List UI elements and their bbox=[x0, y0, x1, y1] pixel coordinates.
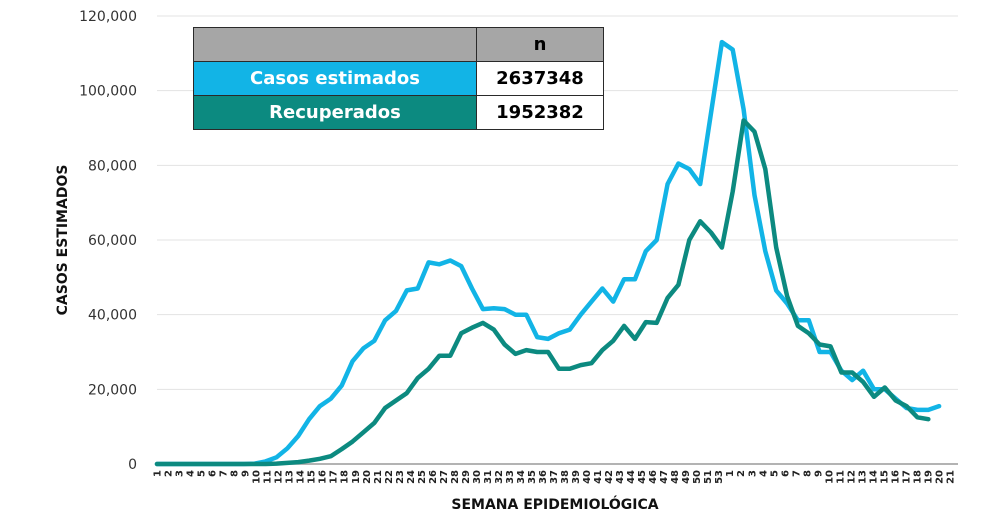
y-tick-label: 60,000 bbox=[88, 233, 137, 249]
x-tick-label: 5 bbox=[769, 470, 780, 477]
x-tick-label: 11 bbox=[263, 470, 274, 484]
legend-row-recuperados: Recuperados 1952382 bbox=[193, 95, 604, 130]
x-tick-label: 17 bbox=[901, 470, 912, 484]
y-tick-label: 20,000 bbox=[88, 382, 137, 398]
x-tick-label: 47 bbox=[659, 470, 670, 484]
x-tick-label: 14 bbox=[868, 470, 879, 484]
x-tick-label: 13 bbox=[857, 470, 868, 484]
x-tick-label: 15 bbox=[307, 470, 318, 484]
x-tick-label: 10 bbox=[824, 470, 835, 484]
x-tick-label: 7 bbox=[791, 470, 802, 477]
x-tick-label: 13 bbox=[285, 470, 296, 484]
x-tick-label: 53 bbox=[714, 470, 725, 484]
legend-row-casos: Casos estimados 2637348 bbox=[193, 61, 604, 96]
x-tick-label: 21 bbox=[373, 470, 384, 484]
series-line-casos-estimados bbox=[154, 39, 942, 467]
x-tick-label: 9 bbox=[241, 470, 252, 477]
x-tick-label: 20 bbox=[362, 470, 373, 484]
x-tick-label: 5 bbox=[197, 470, 208, 477]
x-tick-label: 37 bbox=[549, 470, 560, 484]
legend-label-casos: Casos estimados bbox=[193, 61, 477, 96]
x-tick-label: 29 bbox=[461, 470, 472, 484]
legend-header-blank bbox=[193, 27, 477, 62]
x-tick-label: 35 bbox=[527, 470, 538, 484]
x-tick-label: 16 bbox=[890, 470, 901, 484]
x-tick-label: 6 bbox=[208, 470, 219, 477]
x-tick-label: 45 bbox=[637, 470, 648, 484]
x-tick-label: 38 bbox=[560, 470, 571, 484]
x-tick-label: 42 bbox=[604, 470, 615, 484]
x-tick-label: 16 bbox=[318, 470, 329, 484]
x-tick-label: 18 bbox=[340, 470, 351, 484]
series-lines bbox=[154, 39, 942, 467]
x-tick-label: 26 bbox=[428, 470, 439, 484]
legend-header-row: n bbox=[193, 27, 604, 62]
x-tick-label: 21 bbox=[946, 470, 957, 484]
x-tick-label: 46 bbox=[648, 470, 659, 484]
y-tick-label: 120,000 bbox=[79, 9, 137, 25]
x-tick-label: 32 bbox=[494, 470, 505, 484]
x-tick-label: 17 bbox=[329, 470, 340, 484]
y-axis-ticks: 0 20,000 40,000 60,000 80,000 100,000 120,000 bbox=[79, 9, 137, 473]
x-tick-label: 31 bbox=[483, 470, 494, 484]
x-tick-label: 8 bbox=[802, 470, 813, 477]
x-tick-label: 33 bbox=[505, 470, 516, 484]
x-tick-label: 4 bbox=[758, 470, 769, 477]
y-tick-label: 0 bbox=[128, 457, 137, 473]
x-tick-label: 43 bbox=[615, 470, 626, 484]
x-axis-ticks: 1 2 3 4 5 6 7 8 9 10 11 12 13 14 15 16 17 18 19 20 21 22 23 24 2… bbox=[153, 470, 957, 484]
x-tick-label: 39 bbox=[571, 470, 582, 484]
x-tick-label: 50 bbox=[692, 470, 703, 484]
x-tick-label: 23 bbox=[395, 470, 406, 484]
x-tick-label: 41 bbox=[593, 470, 604, 484]
x-tick-label: 1 bbox=[153, 470, 164, 477]
x-tick-label: 27 bbox=[439, 470, 450, 484]
x-tick-label: 9 bbox=[813, 470, 824, 477]
x-tick-label: 51 bbox=[703, 470, 714, 484]
x-tick-label: 14 bbox=[296, 470, 307, 484]
series-line-recuperados bbox=[154, 118, 931, 467]
legend-table: n Casos estimados 2637348 Recuperados 19… bbox=[193, 27, 604, 130]
x-axis-title: SEMANA EPIDEMIOLÓGICA bbox=[451, 495, 658, 513]
x-tick-label: 36 bbox=[538, 470, 549, 484]
x-tick-label: 3 bbox=[747, 470, 758, 477]
y-tick-label: 40,000 bbox=[88, 308, 137, 324]
legend-header-n: n bbox=[476, 27, 604, 62]
x-tick-label: 28 bbox=[450, 470, 461, 484]
x-tick-label: 1 bbox=[725, 470, 736, 477]
x-tick-label: 3 bbox=[175, 470, 186, 477]
x-tick-label: 19 bbox=[923, 470, 934, 484]
x-tick-label: 6 bbox=[780, 470, 791, 477]
x-tick-label: 44 bbox=[626, 470, 637, 484]
x-tick-label: 34 bbox=[516, 470, 527, 484]
legend-label-recuperados: Recuperados bbox=[193, 95, 477, 130]
x-tick-label: 49 bbox=[681, 470, 692, 484]
x-tick-label: 19 bbox=[351, 470, 362, 484]
y-tick-label: 100,000 bbox=[79, 84, 137, 100]
y-tick-label: 80,000 bbox=[88, 158, 137, 174]
x-tick-label: 12 bbox=[274, 470, 285, 484]
x-tick-label: 15 bbox=[879, 470, 890, 484]
x-tick-label: 4 bbox=[186, 470, 197, 477]
x-tick-label: 18 bbox=[912, 470, 923, 484]
x-tick-label: 40 bbox=[582, 470, 593, 484]
x-tick-label: 22 bbox=[384, 470, 395, 484]
x-tick-label: 24 bbox=[406, 470, 417, 484]
x-tick-label: 11 bbox=[835, 470, 846, 484]
x-tick-label: 10 bbox=[252, 470, 263, 484]
x-tick-label: 7 bbox=[219, 470, 230, 477]
x-tick-label: 20 bbox=[934, 470, 945, 484]
y-axis-title: CASOS ESTIMADOS bbox=[55, 165, 71, 316]
legend-value-recuperados: 1952382 bbox=[476, 95, 604, 130]
x-tick-label: 2 bbox=[164, 470, 175, 477]
legend-value-casos: 2637348 bbox=[476, 61, 604, 96]
x-tick-label: 25 bbox=[417, 470, 428, 484]
x-tick-label: 30 bbox=[472, 470, 483, 484]
x-tick-label: 2 bbox=[736, 470, 747, 477]
x-tick-label: 12 bbox=[846, 470, 857, 484]
x-tick-label: 48 bbox=[670, 470, 681, 484]
x-tick-label: 8 bbox=[230, 470, 241, 477]
